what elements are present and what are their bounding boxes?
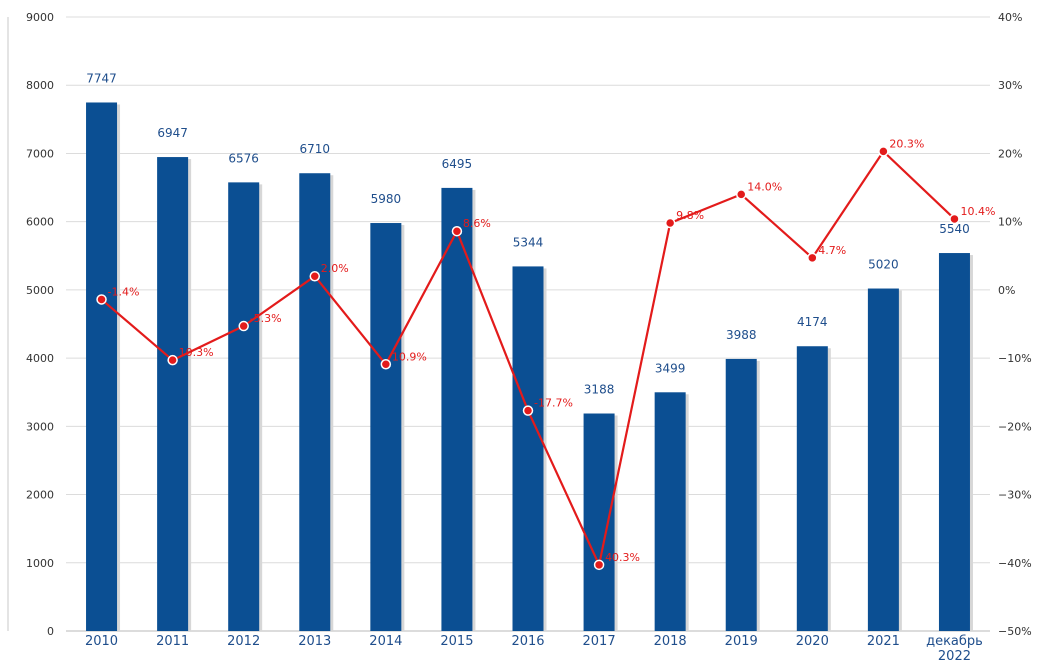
- right-tick-label: −10%: [998, 352, 1032, 365]
- bar-value-label: 6710: [299, 142, 330, 156]
- line-value-label: -17.7%: [534, 397, 573, 410]
- line-point: [878, 146, 889, 157]
- line-value-label: 20.3%: [889, 137, 924, 150]
- line-point: [380, 359, 392, 370]
- bars: 7747 6947 6576 6710 5980 6495 5344 3188 3499 3988…: [86, 71, 973, 632]
- line-value-label: -5.3%: [250, 312, 282, 325]
- right-tick-label: 10%: [998, 216, 1022, 229]
- bar-value-label: 3499: [655, 361, 686, 375]
- category-label: 2013: [298, 634, 331, 649]
- left-tick-label: 7000: [26, 147, 54, 160]
- left-tick-label: 8000: [26, 79, 54, 92]
- bar-value-label: 3188: [584, 383, 615, 397]
- left-tick-label: 2000: [26, 489, 54, 502]
- bar: [796, 346, 828, 631]
- category-label: 2020: [796, 634, 829, 649]
- category-label: 2017: [583, 634, 616, 649]
- line-point: [664, 217, 676, 229]
- bar-value-label: 4174: [797, 315, 828, 329]
- category-label: 2019: [725, 634, 758, 649]
- left-tick-label: 5000: [26, 284, 54, 297]
- line-value-label: -1.4%: [108, 285, 140, 298]
- bar: [299, 173, 331, 631]
- right-tick-label: 40%: [998, 11, 1022, 24]
- line-point: [451, 225, 463, 237]
- bar-value-label: 5020: [868, 258, 899, 272]
- line-point: [522, 405, 534, 416]
- bar-value-label: 7747: [86, 71, 117, 85]
- category-label: 2021: [867, 634, 900, 649]
- category-label: декабрь 2022: [926, 634, 983, 664]
- bar: [86, 102, 118, 632]
- bar: [583, 413, 615, 631]
- line-point: [309, 270, 321, 282]
- bar: [867, 288, 899, 631]
- bar-value-label: 5980: [371, 192, 402, 206]
- right-axis-ticks: −50% −40% −30% −20% −10% 0% 10% 20% 30% 40%: [998, 11, 1032, 638]
- category-label: 2018: [654, 634, 687, 649]
- bar: [441, 187, 473, 631]
- line-value-label: 10.9%: [392, 350, 427, 363]
- bar: [938, 253, 970, 631]
- category-label: 2012: [227, 634, 260, 649]
- bar: [725, 358, 757, 631]
- line-point: [593, 559, 605, 571]
- line-value-label: 14.0%: [747, 180, 782, 193]
- bar-value-label: 5344: [513, 235, 544, 249]
- left-tick-label: 4000: [26, 352, 54, 365]
- bar-value-label: 6495: [442, 157, 473, 171]
- right-tick-label: −20%: [998, 420, 1032, 433]
- line-value-label: 8.6%: [463, 217, 491, 230]
- category-labels: 2010 2011 2012 2013 2014 2015 2016 2017 2018 2019…: [85, 634, 983, 664]
- bar-value-label: 6576: [228, 151, 259, 165]
- line-point: [96, 294, 107, 305]
- right-tick-label: 0%: [998, 284, 1015, 297]
- line-value-label: 2.0%: [321, 262, 349, 275]
- bar: [654, 392, 686, 631]
- bar: [370, 223, 402, 631]
- category-label: 2011: [156, 634, 189, 649]
- percent-line: -1.4% 10.3% -5.3% 2.0% 10.9% 8.6% -17.7% 40.3% 9…: [96, 137, 995, 571]
- line-point: [949, 213, 960, 225]
- left-axis-ticks: 0 1000 2000 3000 4000 5000 6000 7000 8000 9000: [26, 11, 54, 638]
- line-value-label: 40.3%: [605, 551, 640, 564]
- right-tick-label: −30%: [998, 489, 1032, 502]
- line-value-label: 10.3%: [179, 346, 214, 359]
- line-point: [807, 252, 818, 264]
- bar: [228, 182, 260, 631]
- left-tick-label: 0: [47, 625, 54, 638]
- bar: [157, 157, 189, 631]
- right-tick-label: 30%: [998, 79, 1022, 92]
- line-value-label: 4.7%: [818, 244, 846, 257]
- category-label: 2014: [369, 634, 402, 649]
- grid-lines: [7, 16, 990, 632]
- line-value-label: 9.8%: [676, 209, 704, 222]
- left-tick-label: 6000: [26, 216, 54, 229]
- right-tick-label: −50%: [998, 625, 1032, 638]
- category-label: 2016: [511, 634, 544, 649]
- bar-value-label: 6947: [157, 126, 188, 140]
- line-point: [238, 320, 249, 332]
- line-point: [735, 189, 747, 200]
- bar-value-label: 3988: [726, 328, 757, 342]
- left-tick-label: 1000: [26, 557, 54, 570]
- bar-value-label: 5540: [939, 222, 970, 236]
- line-point: [167, 354, 178, 366]
- right-tick-label: 20%: [998, 147, 1022, 160]
- category-label: 2015: [440, 634, 473, 649]
- category-label: 2010: [85, 634, 118, 649]
- line-value-label: 10.4%: [960, 205, 995, 218]
- right-tick-label: −40%: [998, 557, 1032, 570]
- left-tick-label: 3000: [26, 420, 54, 433]
- bar: [512, 266, 544, 631]
- left-tick-label: 9000: [26, 11, 54, 24]
